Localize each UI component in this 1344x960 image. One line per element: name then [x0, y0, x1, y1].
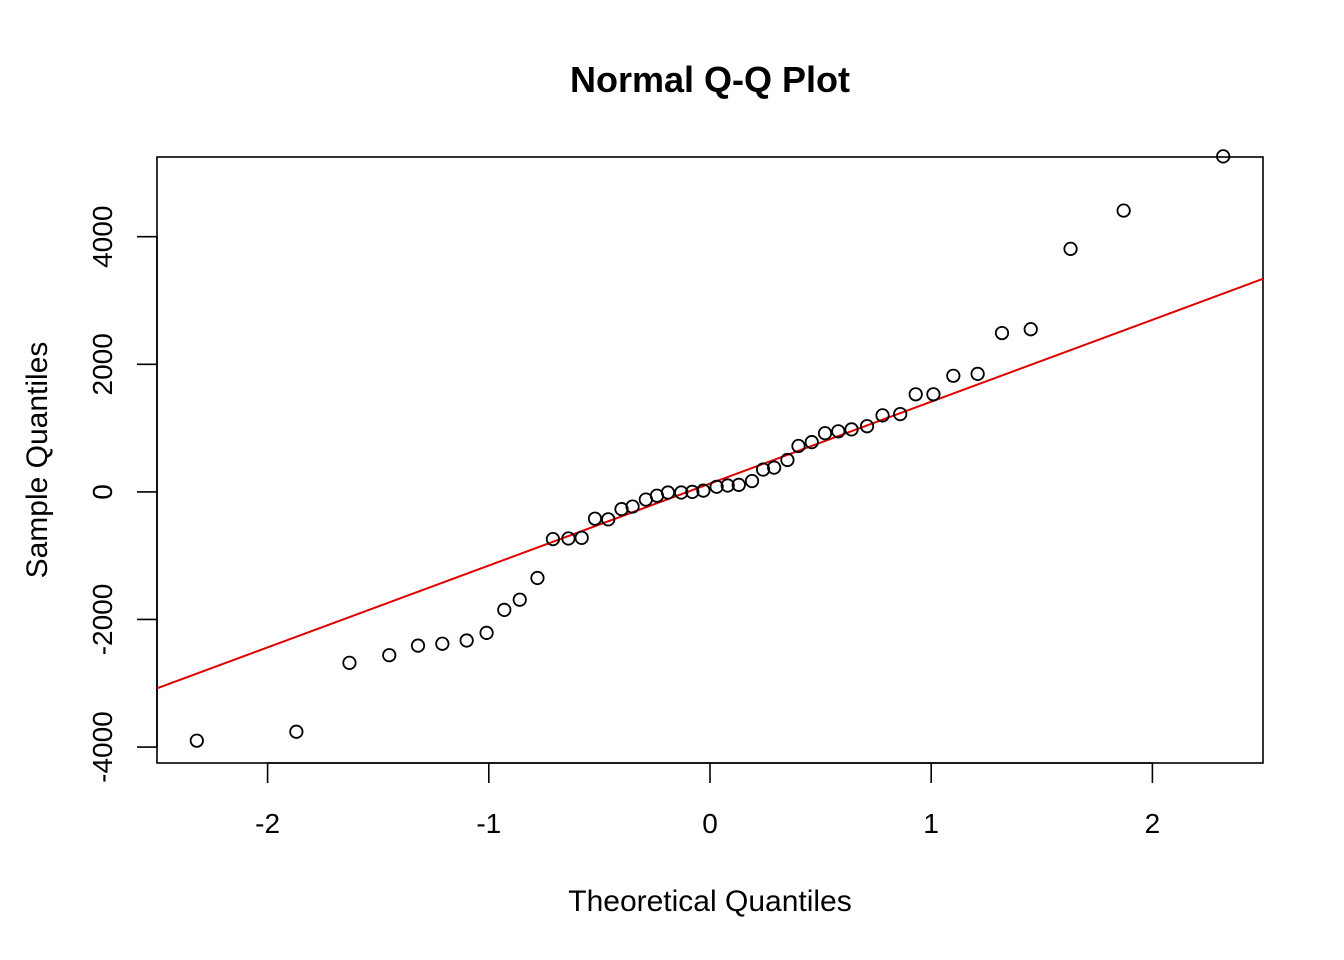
data-point: [804, 435, 819, 450]
data-point: [946, 368, 961, 383]
y-tick-label: -2000: [87, 584, 118, 656]
x-tick-label: -1: [476, 808, 501, 839]
chart-title: Normal Q-Q Plot: [570, 59, 850, 100]
data-point: [342, 655, 357, 670]
data-point: [926, 387, 941, 402]
data-point: [435, 636, 450, 651]
data-point: [720, 478, 735, 493]
data-point: [530, 570, 545, 586]
data-point: [189, 733, 204, 748]
data-point: [709, 479, 724, 494]
data-point: [875, 408, 890, 423]
data-point: [731, 477, 746, 492]
x-tick-label: 2: [1145, 808, 1161, 839]
data-point: [908, 387, 923, 402]
plot-area-frame: [156, 156, 1264, 764]
data-point: [574, 530, 589, 545]
data-point: [479, 625, 494, 640]
y-tick-label: 0: [87, 484, 118, 500]
x-tick-label: 0: [702, 808, 718, 839]
y-tick-label: 2000: [87, 333, 118, 395]
data-point: [1063, 241, 1078, 256]
reference-line: [156, 277, 1264, 690]
x-axis-label: Theoretical Quantiles: [568, 885, 851, 918]
data-point: [767, 460, 782, 475]
data-point: [1116, 203, 1131, 218]
data-point: [831, 424, 846, 439]
data-point: [497, 602, 512, 618]
data-point: [893, 406, 908, 422]
data-point: [696, 483, 711, 498]
y-axis-label: Sample Quantiles: [21, 342, 54, 579]
data-point: [289, 724, 304, 739]
data-point: [587, 511, 603, 526]
data-point: [791, 438, 806, 454]
data-point: [859, 419, 875, 434]
x-axis: -2 -1 0 1 2: [255, 762, 1161, 839]
data-point: [601, 512, 616, 527]
data-point: [844, 422, 859, 437]
data-point: [780, 452, 795, 468]
data-point: [1216, 149, 1231, 164]
data-point: [817, 426, 833, 441]
data-point: [459, 633, 474, 648]
data-point: [994, 325, 1010, 341]
data-point: [512, 592, 527, 607]
y-tick-label: -4000: [87, 711, 118, 783]
data-point: [382, 648, 397, 663]
y-axis: -4000 -2000 0 2000 4000: [87, 206, 158, 783]
data-point: [674, 485, 689, 500]
data-point: [1023, 322, 1038, 337]
data-points: [189, 149, 1231, 748]
data-point: [685, 484, 700, 499]
data-point: [410, 638, 426, 653]
x-tick-label: 1: [923, 808, 939, 839]
data-point: [545, 531, 561, 547]
data-point: [744, 473, 760, 489]
x-tick-label: -2: [255, 808, 280, 839]
data-point: [755, 462, 771, 477]
data-point: [625, 499, 640, 514]
data-point: [970, 366, 985, 381]
data-point: [660, 485, 676, 500]
y-tick-label: 4000: [87, 206, 118, 268]
data-point: [561, 531, 576, 546]
